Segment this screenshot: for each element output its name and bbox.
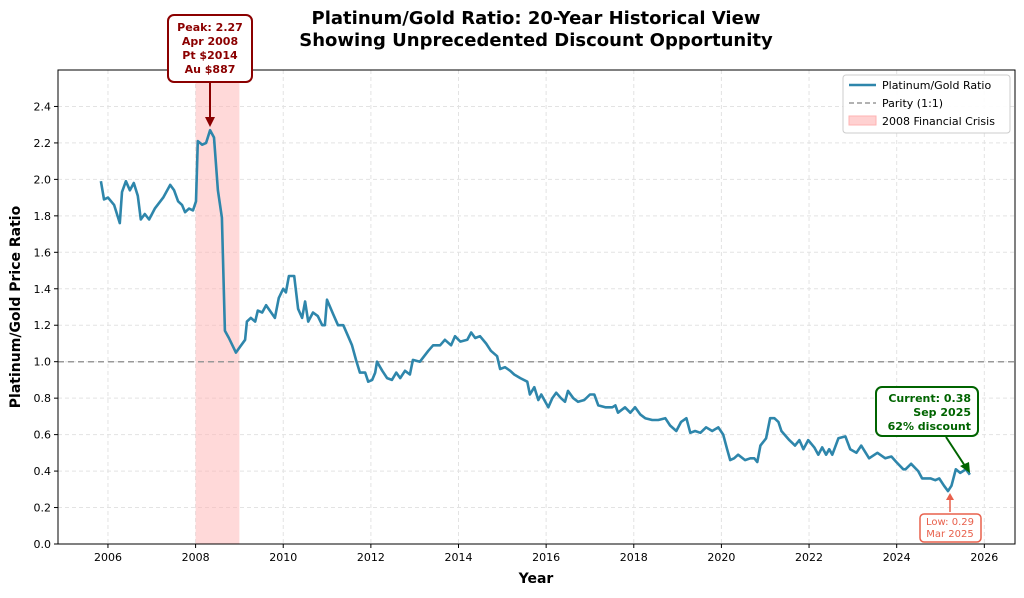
y-tick-label: 0.6	[34, 429, 52, 442]
current-label-line: 62% discount	[888, 420, 971, 433]
y-tick-label: 0.2	[34, 502, 52, 515]
crisis-shading	[196, 70, 240, 544]
low-arrow-head	[946, 493, 954, 500]
x-ticks: 2006 2008 2010 2012 2014 2016 2018 2020 2022 2024…	[94, 544, 998, 564]
low-annotation: Low: 0.29 Mar 2025	[920, 493, 981, 542]
peak-label-line: Pt $2014	[182, 49, 238, 62]
y-tick-label: 1.4	[34, 283, 52, 296]
y-tick-label: 2.4	[34, 100, 52, 113]
y-tick-label: 1.6	[34, 246, 52, 259]
x-tick-label: 2016	[532, 551, 560, 564]
legend-label-ratio: Platinum/Gold Ratio	[882, 79, 991, 92]
y-tick-label: 2.2	[34, 137, 52, 150]
peak-label-line: Apr 2008	[182, 35, 238, 48]
x-tick-label: 2010	[269, 551, 297, 564]
current-annotation: Current: 0.38 Sep 2025 62% discount	[876, 387, 978, 473]
y-tick-label: 1.8	[34, 210, 52, 223]
y-tick-label: 0.0	[34, 538, 52, 551]
chart-subtitle: Showing Unprecedented Discount Opportuni…	[299, 30, 773, 51]
y-tick-label: 1.2	[34, 319, 52, 332]
y-tick-label: 1.0	[34, 356, 52, 369]
current-arrow	[946, 437, 965, 466]
legend-swatch-crisis	[849, 116, 876, 125]
x-tick-label: 2020	[707, 551, 735, 564]
x-tick-label: 2006	[94, 551, 122, 564]
y-tick-label: 0.8	[34, 392, 52, 405]
low-label-line: Mar 2025	[926, 529, 974, 540]
y-tick-label: 2.0	[34, 173, 52, 186]
current-label-line: Sep 2025	[913, 406, 971, 419]
x-tick-label: 2012	[357, 551, 385, 564]
peak-label-line: Au $887	[185, 63, 236, 76]
y-tick-label: 0.4	[34, 465, 52, 478]
legend: Platinum/Gold Ratio Parity (1:1) 2008 Fi…	[843, 75, 1010, 133]
x-tick-label: 2018	[620, 551, 648, 564]
x-axis-label: Year	[518, 571, 554, 587]
low-label-line: Low: 0.29	[926, 517, 974, 528]
y-ticks: 0.0 0.2 0.4 0.6 0.8 1.0 1.2 1.4 1.6 1.8 2.0 2.2 2.4	[34, 100, 59, 551]
peak-label-line: Peak: 2.27	[177, 21, 243, 34]
x-tick-label: 2026	[970, 551, 998, 564]
y-axis-label: Platinum/Gold Price Ratio	[8, 205, 24, 408]
x-tick-label: 2014	[445, 551, 473, 564]
legend-label-crisis: 2008 Financial Crisis	[882, 115, 995, 128]
x-tick-label: 2022	[795, 551, 823, 564]
x-tick-label: 2008	[182, 551, 210, 564]
x-tick-label: 2024	[883, 551, 911, 564]
legend-label-parity: Parity (1:1)	[882, 97, 943, 110]
current-label-line: Current: 0.38	[888, 392, 971, 405]
chart-title: Platinum/Gold Ratio: 20-Year Historical …	[312, 8, 761, 29]
